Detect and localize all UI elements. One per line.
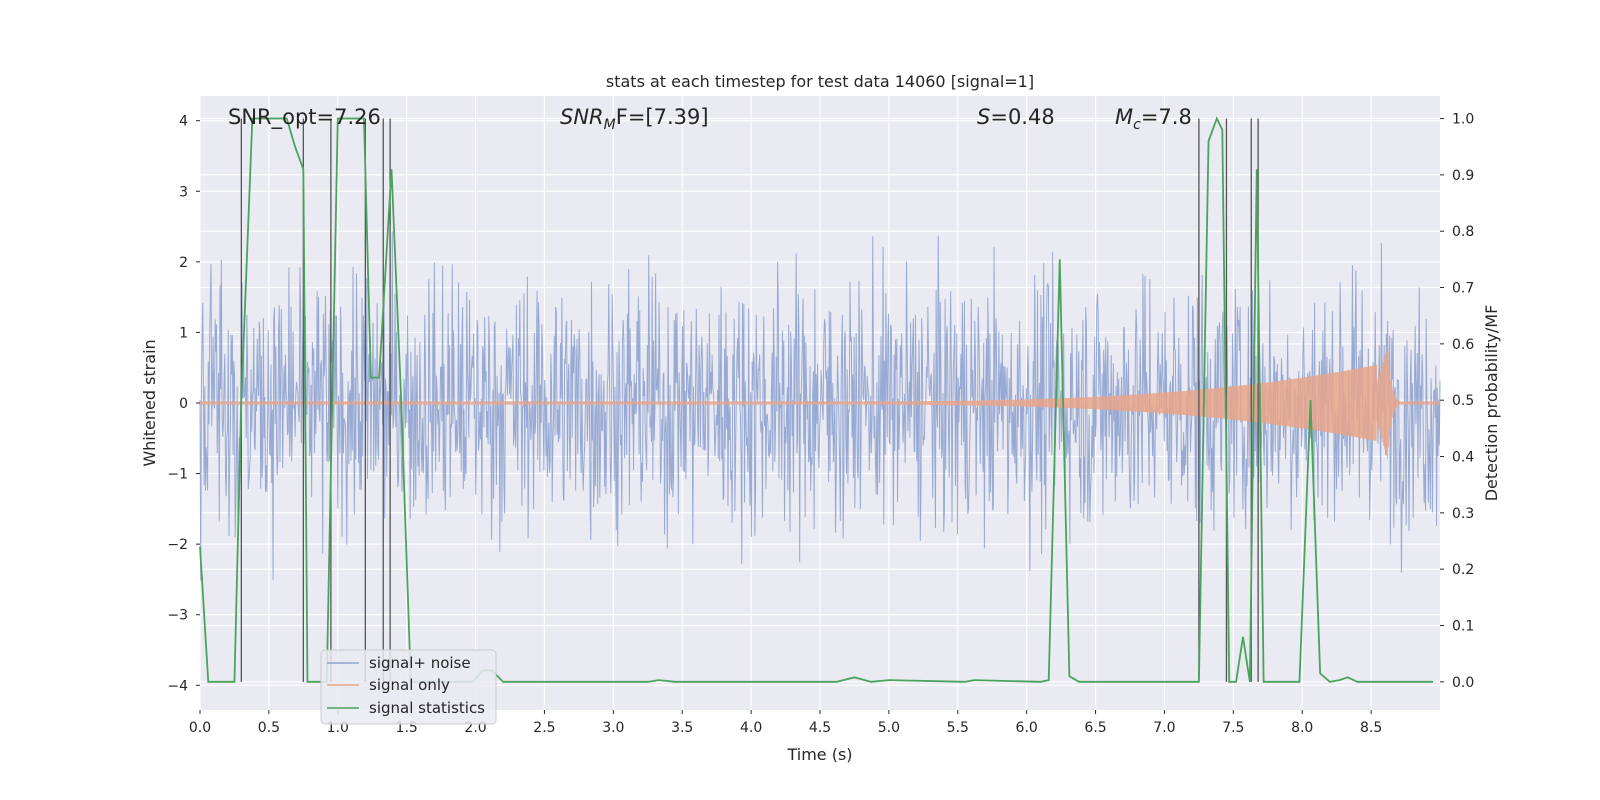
- y-axis-label: Whitened strain: [140, 339, 159, 466]
- x-tick-label: 4.0: [740, 720, 762, 736]
- y2-tick-label: 0.4: [1452, 450, 1474, 466]
- y2-tick-label: 0.3: [1452, 506, 1474, 522]
- y-tick-label: 4: [179, 114, 188, 130]
- annotation-s: S=0.48: [977, 105, 1055, 129]
- y2-tick-label: 0.2: [1452, 562, 1474, 578]
- mc-sub: c: [1133, 117, 1141, 133]
- legend-label-signal: signal only: [369, 676, 450, 694]
- y-tick-label: 3: [179, 184, 188, 200]
- x-tick-label: 7.0: [1153, 720, 1175, 736]
- y2-tick-label: 0.1: [1452, 619, 1474, 635]
- legend-label-noise: signal+ noise: [369, 654, 471, 672]
- y2-tick-label: 1.0: [1452, 112, 1474, 128]
- y-axis-ticks: −4 −3 −2 −1 0 1 2 3 4: [167, 114, 200, 694]
- y-tick-label: 2: [179, 255, 188, 271]
- mc-base: M: [1115, 105, 1133, 129]
- x-tick-label: 6.5: [1084, 720, 1106, 736]
- x-tick-label: 3.0: [602, 720, 624, 736]
- x-tick-label: 4.5: [809, 720, 831, 736]
- y2-tick-label: 0.9: [1452, 168, 1474, 184]
- y2-tick-label: 0.6: [1452, 337, 1474, 353]
- legend: signal+ noise signal only signal statist…: [320, 649, 497, 725]
- y-tick-label: −2: [167, 537, 188, 553]
- y-tick-label: 1: [179, 325, 188, 341]
- snr-mf-rest: F=[7.39]: [616, 105, 709, 129]
- x-tick-label: 0.0: [189, 720, 211, 736]
- x-axis-label: Time (s): [786, 745, 852, 764]
- y2-tick-label: 0.0: [1452, 675, 1474, 691]
- annotation-mc: Mc=7.8: [1115, 105, 1192, 133]
- snr-mf-sub: M: [604, 117, 616, 133]
- x-tick-label: 3.5: [671, 720, 693, 736]
- chart-title: stats at each timestep for test data 140…: [606, 72, 1034, 91]
- signal-statistics-line: [199, 116, 1434, 683]
- y2-tick-label: 0.5: [1452, 393, 1474, 409]
- s-value: =0.48: [990, 105, 1054, 129]
- y2-tick-label: 0.7: [1452, 281, 1474, 297]
- signal-statistics-series: [199, 116, 1434, 683]
- x-tick-label: 5.5: [947, 720, 969, 736]
- y2-tick-label: 0.8: [1452, 224, 1474, 240]
- mc-value: =7.8: [1141, 105, 1192, 129]
- y2-axis-label: Detection probability/MF: [1482, 305, 1501, 502]
- annotation-snr-opt: SNR_opt=7.26: [228, 105, 381, 130]
- x-tick-label: 2.5: [533, 720, 555, 736]
- x-tick-label: 0.5: [258, 720, 280, 736]
- annotation-snr-mf: SNRMF=[7.39]: [560, 105, 709, 133]
- y2-axis-ticks: 0.0 0.1 0.2 0.3 0.4 0.5 0.6 0.7 0.8 0.9 1.0: [1440, 112, 1474, 691]
- y-tick-label: −4: [167, 678, 188, 694]
- y-tick-label: −3: [167, 608, 188, 624]
- signal-only-line: [199, 348, 1441, 460]
- x-tick-label: 5.0: [878, 720, 900, 736]
- x-tick-label: 7.5: [1222, 720, 1244, 736]
- y-tick-label: −1: [167, 467, 188, 483]
- s-label: S: [977, 105, 990, 129]
- legend-label-statistics: signal statistics: [369, 699, 485, 717]
- x-tick-label: 8.5: [1360, 720, 1382, 736]
- y-tick-label: 0: [179, 396, 188, 412]
- legend-box: [320, 649, 497, 725]
- x-tick-label: 6.0: [1016, 720, 1038, 736]
- x-tick-label: 8.0: [1291, 720, 1313, 736]
- snr-mf-base: SNR: [560, 105, 604, 129]
- signal-only-series: [199, 348, 1441, 460]
